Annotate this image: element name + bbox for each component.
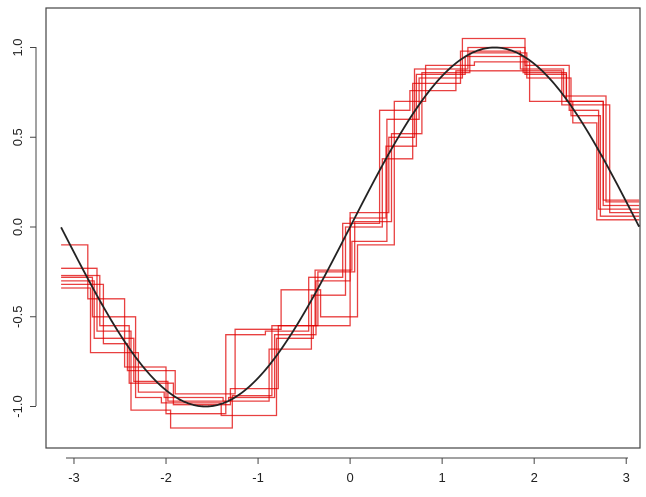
step-series-line: [61, 37, 640, 429]
sine-curve-line: [60, 46, 640, 408]
x-tick-label: -1: [252, 470, 264, 485]
y-tick-label: 0.5: [10, 128, 25, 146]
step-series-layer: [61, 37, 640, 429]
step-series-line: [61, 50, 640, 402]
step-series-line: [61, 70, 640, 415]
x-tick-label: 3: [623, 470, 630, 485]
y-tick-label: 1.0: [10, 38, 25, 56]
y-tick-label: 0.0: [10, 218, 25, 236]
x-tick-label: 2: [531, 470, 538, 485]
x-tick-label: 0: [346, 470, 353, 485]
x-tick-label: 1: [439, 470, 446, 485]
step-series-line: [61, 61, 640, 395]
sine-curve-layer: [60, 46, 640, 408]
y-tick-label: -1.0: [10, 395, 25, 417]
step-series-line: [61, 46, 640, 417]
x-axis: -3 -2 -1 0 1 2 3: [66, 457, 630, 485]
y-tick-label: -0.5: [10, 306, 25, 328]
y-axis: -1.0 -0.5 0.0 0.5 1.0: [10, 38, 37, 418]
plot-frame: [45, 7, 641, 449]
x-tick-label: -2: [160, 470, 172, 485]
x-tick-label: -3: [68, 470, 80, 485]
